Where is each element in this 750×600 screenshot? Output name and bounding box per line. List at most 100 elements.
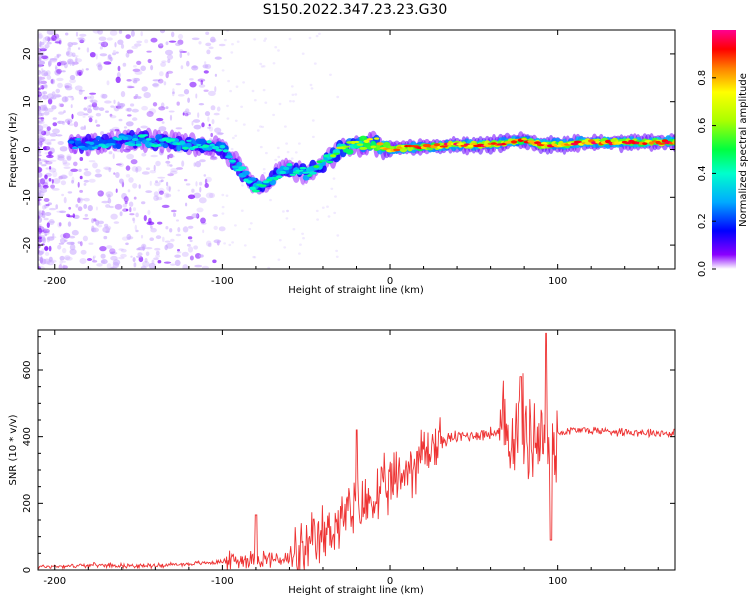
noise-speckle [88,115,94,119]
noise-speckle [38,150,42,155]
ridge-mark [222,149,229,153]
noise-speckle [119,211,123,217]
noise-speckle [167,154,170,160]
noise-speckle [98,220,104,225]
ridge-mark [439,145,448,148]
noise-speckle [213,225,218,230]
noise-speckle [310,87,314,90]
noise-speckle [61,70,66,73]
noise-speckle [108,167,111,173]
noise-speckle [43,160,50,163]
noise-speckle [168,186,171,192]
noise-speckle [166,54,174,60]
noise-speckle [136,255,143,258]
colorbar-tick-label: 0.6 [697,118,708,134]
noise-speckle [165,106,169,109]
noise-speckle [44,174,48,180]
noise-speckle [70,95,74,101]
noise-speckle [159,190,164,195]
noise-speckle [52,128,60,134]
noise-speckle [90,95,95,100]
noise-speckle [40,141,43,148]
noise-speckle [59,146,68,152]
noise-speckle [109,56,114,62]
ridge-mark [122,136,129,141]
noise-speckle [43,104,48,110]
noise-speckle [150,154,158,158]
noise-speckle [92,30,100,34]
noise-speckle [216,132,224,136]
noise-speckle [101,200,109,204]
noise-speckle [53,93,61,98]
ridge-mark [286,163,293,167]
noise-speckle [149,180,152,186]
noise-speckle [143,92,151,99]
noise-speckle [186,111,191,116]
noise-speckle [59,103,64,108]
noise-speckle [83,182,87,186]
ridge-mark [356,143,364,146]
ridge-mark [145,138,152,141]
noise-speckle [39,107,42,115]
noise-speckle [165,226,169,230]
noise-speckle [100,253,106,259]
noise-speckle [113,99,116,105]
ridge-mark [206,140,212,144]
ridge-mark [433,143,441,147]
noise-speckle [193,124,202,130]
figure-title: S150.2022.347.23.23.G30 [263,2,448,18]
noise-speckle [91,218,95,224]
snr-y-label: SNR (10 * v/v) [8,414,19,485]
noise-speckle [49,58,58,61]
ridge-mark [648,141,655,145]
noise-speckle [202,229,205,234]
noise-speckle [112,153,115,160]
noise-speckle [163,261,172,264]
noise-speckle [241,184,244,187]
noise-speckle [75,70,79,77]
noise-speckle [38,70,42,75]
noise-speckle [46,260,55,266]
noise-speckle [182,264,189,269]
noise-speckle [168,110,175,113]
noise-speckle [38,216,43,223]
noise-speckle [64,255,71,261]
noise-speckle [114,203,123,210]
noise-speckle [264,101,268,104]
noise-speckle [69,244,76,251]
noise-speckle [82,115,86,118]
noise-speckle [200,79,203,85]
noise-speckle [38,145,41,152]
noise-speckle [77,69,83,76]
noise-speckle [170,209,177,213]
noise-speckle [113,221,120,224]
noise-speckle [105,230,110,233]
noise-speckle [125,34,131,39]
ridge-mark [128,143,136,147]
ridge-mark [363,139,370,143]
noise-speckle [122,208,129,212]
noise-speckle [43,84,48,88]
noise-speckle [141,105,149,111]
noise-speckle [115,51,119,54]
noise-speckle [152,82,160,88]
noise-speckle [318,32,321,35]
noise-speckle [51,179,54,184]
ridge-mark [319,159,327,162]
noise-speckle [110,57,113,62]
noise-speckle [158,126,167,132]
noise-speckle [120,248,127,253]
noise-speckle [42,123,48,128]
noise-speckle [38,202,42,206]
noise-speckle [134,224,137,231]
noise-speckle [58,264,63,269]
noise-speckle [107,54,111,61]
noise-speckle [195,181,198,187]
noise-speckle [172,155,175,158]
noise-speckle [96,124,101,127]
noise-speckle [70,104,73,109]
noise-speckle [214,73,217,77]
ridge-mark [276,175,283,179]
noise-speckle [82,235,88,242]
ridge-mark [236,161,243,167]
